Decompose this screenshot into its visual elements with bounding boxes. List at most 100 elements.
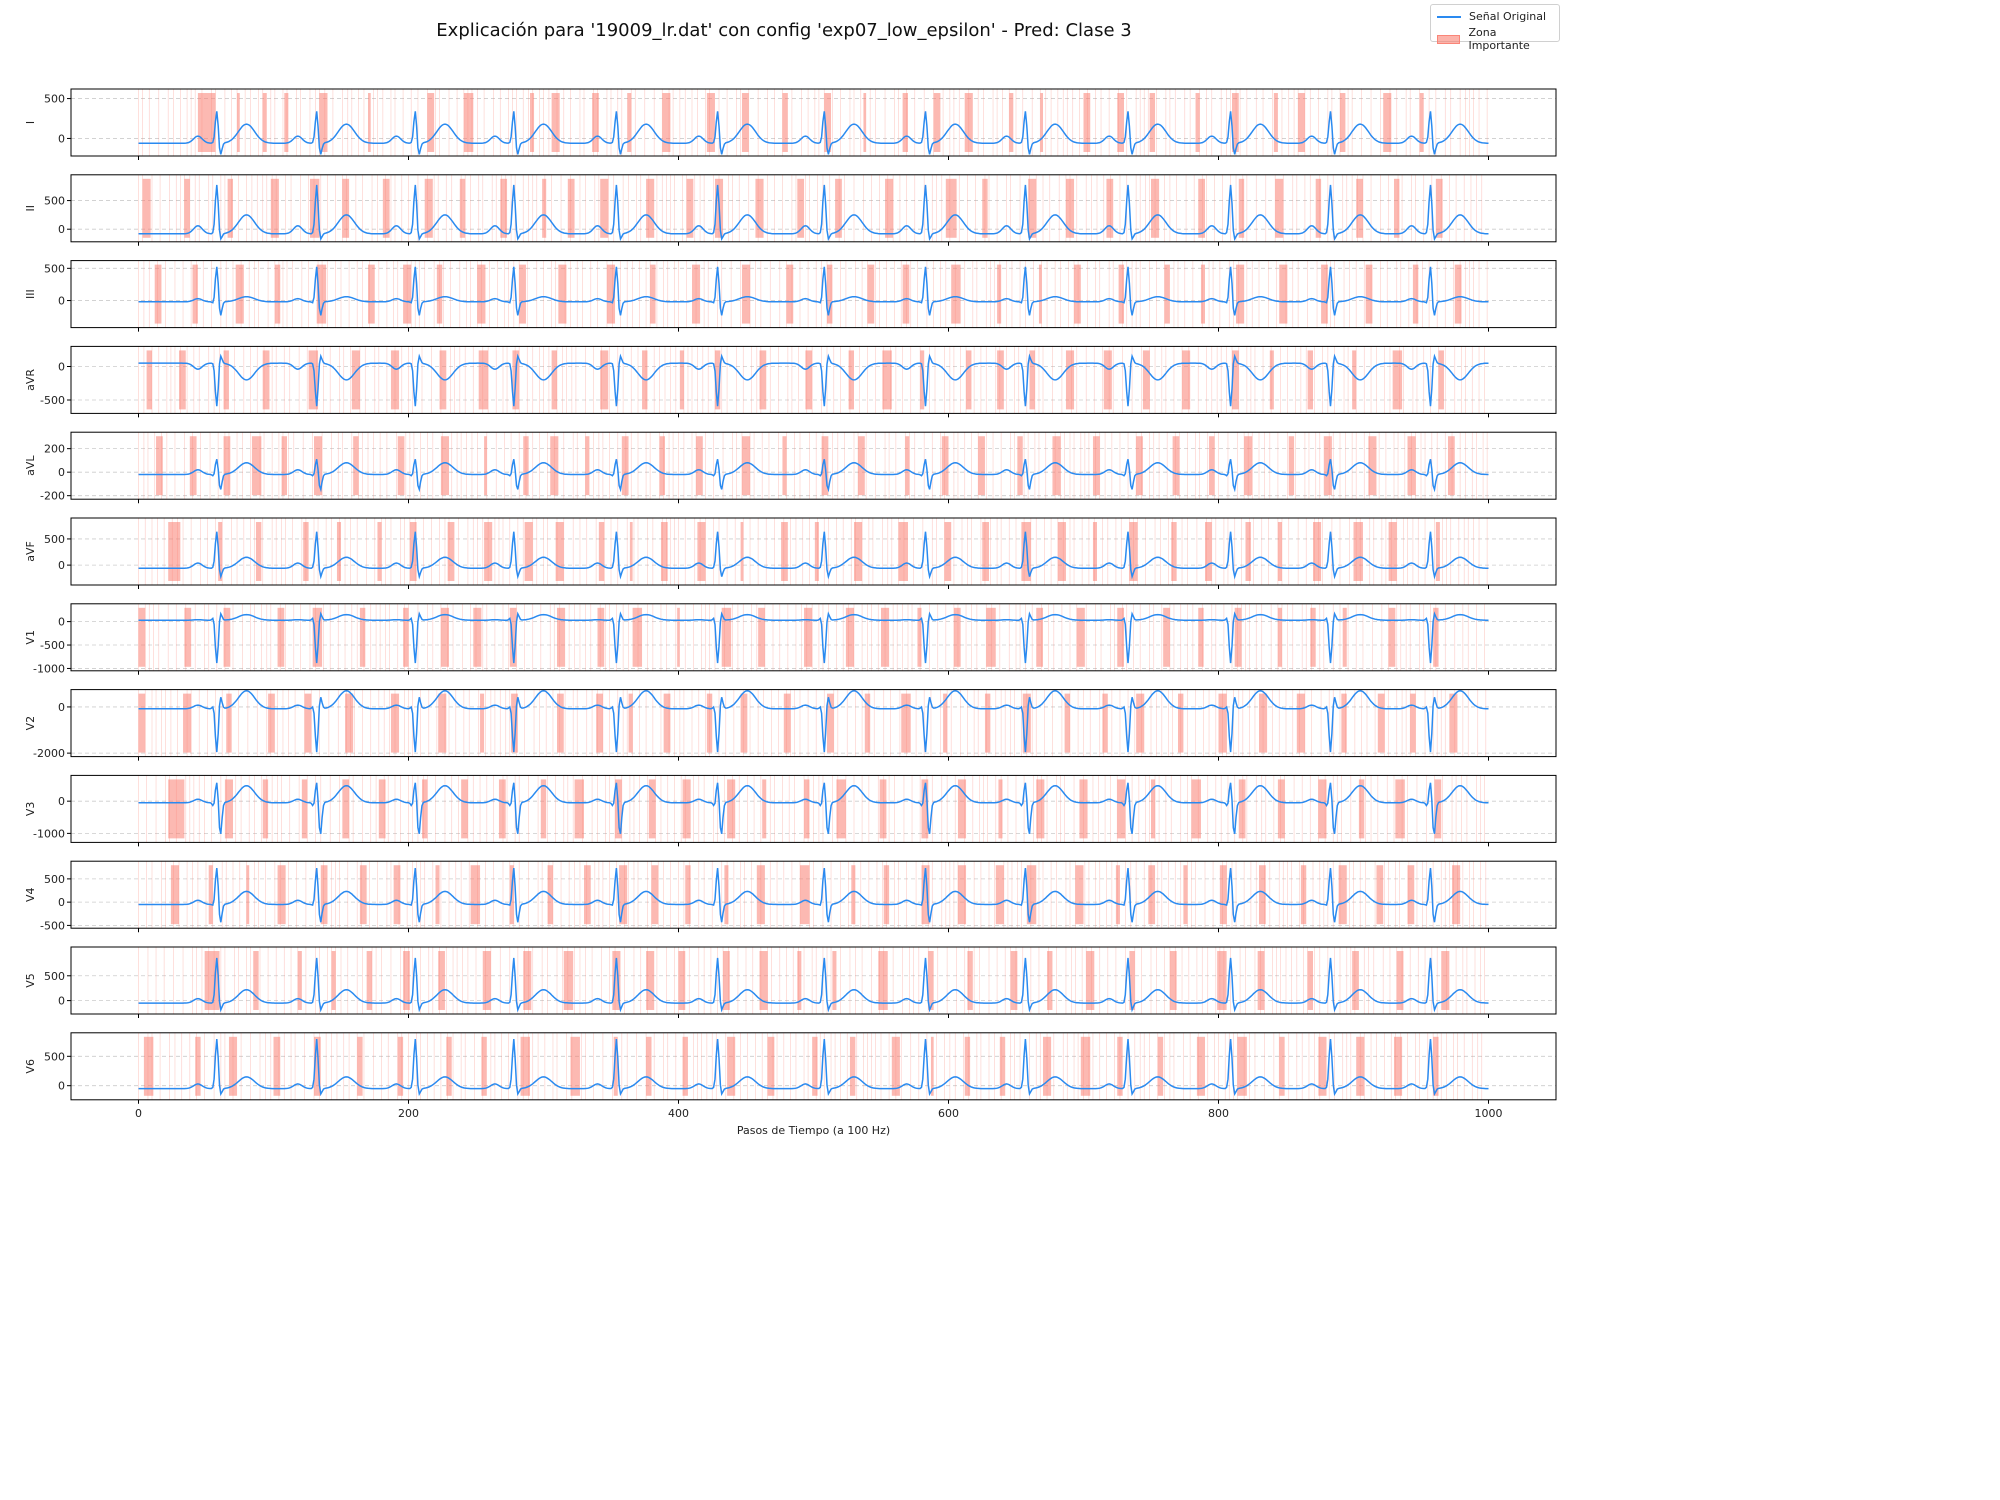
important-zone bbox=[1407, 436, 1416, 496]
important-zone bbox=[551, 93, 560, 152]
important-zone bbox=[226, 693, 232, 753]
important-zone bbox=[146, 350, 152, 410]
important-zone bbox=[1172, 436, 1180, 496]
lead-label: V6 bbox=[24, 1059, 37, 1074]
important-zone bbox=[898, 522, 908, 581]
important-zone bbox=[651, 865, 659, 925]
important-zone bbox=[767, 1036, 775, 1096]
important-zone bbox=[281, 436, 287, 496]
important-zone bbox=[189, 436, 197, 496]
important-zone bbox=[558, 264, 567, 324]
important-zone bbox=[1232, 350, 1239, 410]
important-zone bbox=[567, 178, 575, 238]
important-zone bbox=[920, 350, 925, 410]
important-zone bbox=[1296, 693, 1305, 753]
important-zone bbox=[1075, 865, 1084, 925]
important-zone bbox=[1080, 1036, 1091, 1096]
important-zone bbox=[1300, 865, 1307, 925]
important-zone bbox=[342, 779, 350, 839]
important-zone bbox=[368, 93, 371, 152]
y-tick-label: 0 bbox=[58, 896, 65, 909]
important-zone bbox=[804, 607, 813, 667]
panel-frame bbox=[70, 260, 1557, 329]
important-zone bbox=[997, 264, 1002, 324]
important-zone bbox=[585, 436, 590, 496]
important-zone bbox=[1341, 693, 1347, 753]
important-zone bbox=[480, 693, 485, 753]
x-axis-label: Pasos de Tiempo (a 100 Hz) bbox=[737, 1124, 890, 1137]
important-zone bbox=[606, 264, 616, 324]
important-zone bbox=[303, 522, 309, 581]
important-zone bbox=[473, 607, 482, 667]
important-zone bbox=[933, 93, 941, 152]
important-zone bbox=[1009, 93, 1014, 152]
y-tick-label: 0 bbox=[58, 795, 65, 808]
important-zone bbox=[353, 436, 359, 496]
important-zone bbox=[646, 951, 655, 1010]
important-zone bbox=[812, 1036, 818, 1096]
figure-title: Explicación para '19009_lr.dat' con conf… bbox=[436, 20, 1132, 41]
important-zone bbox=[1052, 436, 1061, 496]
y-tick-label: -500 bbox=[40, 919, 65, 932]
important-zone bbox=[953, 607, 961, 667]
important-zone bbox=[723, 951, 730, 1010]
y-tick-label: 0 bbox=[58, 559, 65, 572]
lead-label: aVL bbox=[24, 455, 37, 476]
important-zone bbox=[359, 607, 366, 667]
important-zone bbox=[1313, 522, 1322, 581]
important-zone bbox=[1433, 1036, 1439, 1096]
important-zone bbox=[1183, 865, 1188, 925]
important-zone bbox=[1047, 951, 1053, 1010]
important-zone bbox=[1043, 1036, 1052, 1096]
important-zone bbox=[650, 264, 656, 324]
important-zone bbox=[964, 1036, 971, 1096]
important-zone bbox=[308, 350, 319, 410]
important-zone bbox=[1074, 264, 1081, 324]
x-tick-label: 800 bbox=[1208, 1107, 1229, 1120]
important-zone bbox=[1117, 93, 1124, 152]
important-zone bbox=[797, 178, 805, 238]
important-zone bbox=[740, 522, 744, 581]
important-zone bbox=[678, 951, 686, 1010]
x-tick-label: 400 bbox=[668, 1107, 689, 1120]
important-zone bbox=[1198, 607, 1204, 667]
important-zone bbox=[902, 93, 908, 152]
important-zone bbox=[403, 264, 412, 324]
important-zone bbox=[366, 951, 373, 1010]
legend-item-zone: Zona Importante bbox=[1437, 26, 1559, 52]
important-zone bbox=[218, 522, 223, 581]
important-zone bbox=[1315, 178, 1322, 238]
important-zone bbox=[1277, 607, 1282, 667]
important-zone bbox=[997, 350, 1004, 410]
important-zone bbox=[596, 693, 603, 753]
important-zone bbox=[1412, 264, 1419, 324]
legend-label-signal: Señal Original bbox=[1469, 10, 1547, 23]
important-zone bbox=[1191, 779, 1201, 839]
important-zone bbox=[613, 1036, 618, 1096]
important-zone bbox=[741, 264, 751, 324]
panel-frame bbox=[70, 603, 1557, 672]
important-zone bbox=[342, 178, 350, 238]
important-zone bbox=[1244, 436, 1253, 496]
important-zone bbox=[1036, 607, 1043, 667]
x-tick-label: 1000 bbox=[1475, 1107, 1503, 1120]
important-zone bbox=[797, 951, 802, 1010]
important-zone bbox=[1396, 951, 1404, 1010]
important-zone bbox=[1083, 93, 1091, 152]
important-zone bbox=[660, 522, 668, 581]
important-zone bbox=[1171, 522, 1177, 581]
important-zone bbox=[648, 779, 656, 839]
important-zone bbox=[1298, 93, 1305, 152]
important-zone bbox=[143, 1036, 154, 1096]
important-zone bbox=[921, 779, 929, 839]
important-zone bbox=[600, 178, 609, 238]
important-zone bbox=[1036, 779, 1045, 839]
signal-line-aVL bbox=[138, 459, 1489, 493]
important-zone bbox=[345, 693, 354, 753]
important-zone bbox=[848, 350, 854, 410]
important-zone bbox=[832, 951, 837, 1010]
important-zone bbox=[357, 1036, 363, 1096]
important-zone bbox=[1106, 178, 1114, 238]
signal-line-aVF bbox=[138, 531, 1489, 580]
important-zone bbox=[1377, 693, 1385, 753]
